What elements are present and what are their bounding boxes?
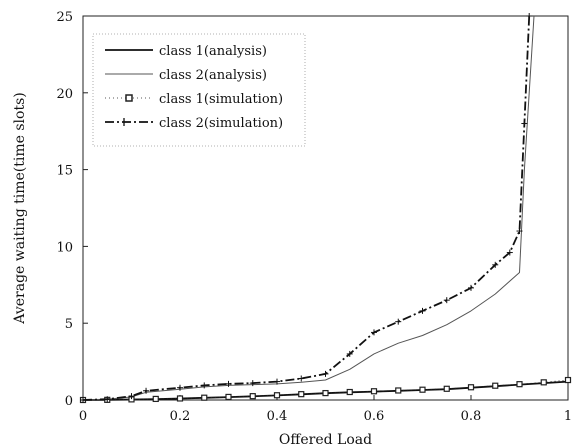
series-point [516, 381, 523, 388]
x-tick-label: 0.6 [364, 409, 385, 424]
series-point [298, 391, 305, 398]
series-line-4 [82, 15, 531, 401]
series-point [443, 297, 450, 304]
series-point [346, 350, 353, 357]
x-tick-label: 0.4 [267, 409, 288, 424]
x-axis-label: Offered Load [279, 432, 372, 448]
series-point [152, 395, 159, 403]
series-point [104, 396, 111, 403]
series-point [506, 249, 513, 256]
y-axis-label: Average waiting time(time slots) [12, 92, 28, 324]
x-tick-label: 1 [564, 409, 572, 424]
series-point [273, 392, 281, 399]
series-point [521, 120, 528, 127]
series-point [540, 379, 547, 386]
series-point [249, 380, 256, 387]
series-point [419, 307, 426, 314]
series-point [370, 388, 378, 395]
legend-label: class 2(analysis) [159, 68, 267, 83]
series-point [274, 378, 280, 385]
series-point [346, 388, 353, 396]
legend-label: class 1(simulation) [159, 92, 283, 107]
x-tick-label: 0.8 [461, 409, 482, 424]
series-point [201, 394, 208, 401]
series-point [468, 284, 474, 291]
legend-label: class 2(simulation) [159, 116, 283, 131]
series-point [176, 395, 184, 402]
series-point [526, 13, 533, 19]
legend: class 1(analysis) class 2(analysis) class … [92, 33, 306, 147]
legend-label: class 1(analysis) [159, 44, 267, 59]
series-point [249, 393, 256, 400]
series-point [225, 393, 232, 401]
y-tick-label: 10 [56, 240, 73, 255]
series-point [492, 261, 499, 268]
y-tick-label: 25 [56, 10, 73, 25]
series-point [564, 376, 572, 384]
series-point [225, 380, 232, 387]
series-point [177, 384, 183, 391]
legend-box [92, 33, 306, 147]
series-point [322, 370, 329, 377]
series-point [322, 389, 329, 397]
series-point [492, 382, 499, 389]
plot-frame [82, 15, 569, 401]
series-point [516, 228, 523, 235]
x-tick-label: 0.2 [170, 409, 191, 424]
y-tick-label: 5 [65, 317, 73, 332]
series-line-3 [82, 379, 569, 401]
series-point [467, 384, 475, 391]
y-tick-label: 15 [56, 164, 73, 179]
y-tick-label: 20 [56, 87, 73, 102]
y-axis-ticks: 0 5 10 15 20 25 [56, 10, 88, 409]
series-point [80, 397, 86, 403]
series-point [201, 382, 208, 389]
series-layer [79, 13, 572, 404]
series-point [143, 387, 150, 394]
series-point [443, 385, 450, 392]
series-point [371, 329, 377, 336]
series-point [395, 387, 402, 394]
legend-marker [125, 94, 133, 102]
y-tick-label: 0 [65, 394, 73, 409]
series-point [395, 318, 402, 325]
series-point [298, 375, 305, 382]
series-line-2 [82, 15, 535, 401]
x-axis-ticks: 0 0.2 0.4 0.6 0.8 1 [79, 395, 572, 424]
series-point [128, 393, 135, 400]
series-point [419, 386, 426, 393]
x-tick-label: 0 [79, 409, 87, 424]
